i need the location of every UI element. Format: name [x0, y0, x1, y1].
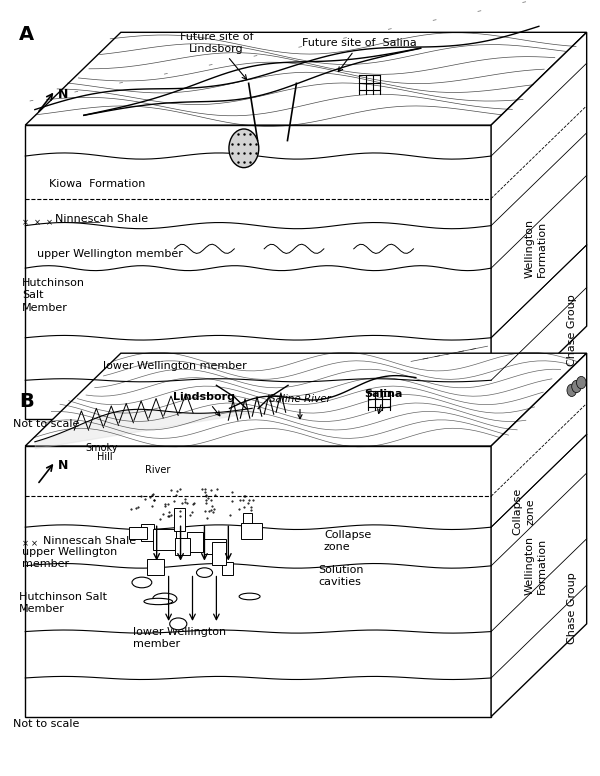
Ellipse shape — [153, 593, 177, 605]
Text: ×: × — [22, 539, 29, 549]
Polygon shape — [212, 542, 226, 565]
Text: Wellington
Formation: Wellington Formation — [525, 220, 547, 279]
Text: Hutchinson Salt
Member: Hutchinson Salt Member — [19, 592, 107, 615]
Text: Hutchinson
Salt
Member: Hutchinson Salt Member — [22, 278, 85, 313]
Text: Chase Group: Chase Group — [567, 294, 577, 365]
Text: Lindsborg: Lindsborg — [173, 392, 235, 416]
Polygon shape — [175, 538, 190, 555]
Text: Ninnescah Shale: Ninnescah Shale — [43, 536, 136, 546]
Polygon shape — [187, 532, 203, 553]
Polygon shape — [491, 353, 587, 716]
Text: River: River — [145, 465, 170, 475]
Ellipse shape — [144, 598, 173, 605]
Text: ×: × — [31, 539, 38, 549]
Circle shape — [572, 380, 581, 393]
Polygon shape — [25, 353, 587, 446]
Text: N: N — [58, 88, 68, 101]
Text: Salina: Salina — [364, 390, 403, 414]
Polygon shape — [128, 527, 147, 539]
Text: Not to scale: Not to scale — [13, 719, 80, 729]
Text: Solution
cavities: Solution cavities — [318, 565, 364, 587]
Ellipse shape — [196, 568, 212, 577]
Polygon shape — [25, 125, 491, 419]
Text: Ninnescah Shale: Ninnescah Shale — [55, 213, 148, 223]
Text: ×: × — [22, 218, 29, 227]
Polygon shape — [243, 513, 252, 535]
Polygon shape — [148, 559, 164, 575]
Polygon shape — [152, 528, 176, 550]
Polygon shape — [491, 33, 587, 419]
Text: ×: × — [34, 218, 41, 227]
Polygon shape — [25, 33, 587, 125]
Text: A: A — [19, 25, 34, 43]
Polygon shape — [140, 524, 154, 542]
Text: Smoky: Smoky — [85, 443, 118, 453]
Circle shape — [229, 129, 259, 168]
Text: lower Wellington member: lower Wellington member — [103, 361, 247, 371]
Polygon shape — [241, 523, 262, 539]
Text: Collapse
zone: Collapse zone — [324, 530, 371, 553]
Polygon shape — [222, 562, 233, 575]
Text: Future site of
Lindsborg: Future site of Lindsborg — [179, 32, 253, 79]
Text: Future site of  Salina: Future site of Salina — [302, 38, 417, 71]
Circle shape — [577, 376, 586, 389]
Text: upper Wellington member: upper Wellington member — [37, 248, 183, 258]
Text: Collapse
zone: Collapse zone — [513, 488, 535, 535]
Polygon shape — [205, 539, 226, 553]
Ellipse shape — [170, 618, 187, 630]
Text: Saline River: Saline River — [269, 394, 331, 419]
Text: Chase Group: Chase Group — [567, 573, 577, 644]
Text: Kiowa  Formation: Kiowa Formation — [49, 179, 146, 189]
Text: lower Wellington
member: lower Wellington member — [133, 627, 226, 649]
Text: Hill: Hill — [97, 452, 113, 462]
Ellipse shape — [132, 577, 152, 587]
Text: Not to scale: Not to scale — [13, 419, 80, 429]
Ellipse shape — [239, 593, 260, 600]
Text: B: B — [19, 392, 34, 411]
Text: ×: × — [46, 218, 53, 227]
Polygon shape — [25, 446, 491, 716]
Text: upper Wellington
member: upper Wellington member — [22, 547, 118, 570]
Circle shape — [567, 384, 577, 397]
Text: N: N — [58, 459, 68, 472]
Text: Wellington
Formation: Wellington Formation — [525, 536, 547, 595]
Polygon shape — [173, 508, 185, 531]
